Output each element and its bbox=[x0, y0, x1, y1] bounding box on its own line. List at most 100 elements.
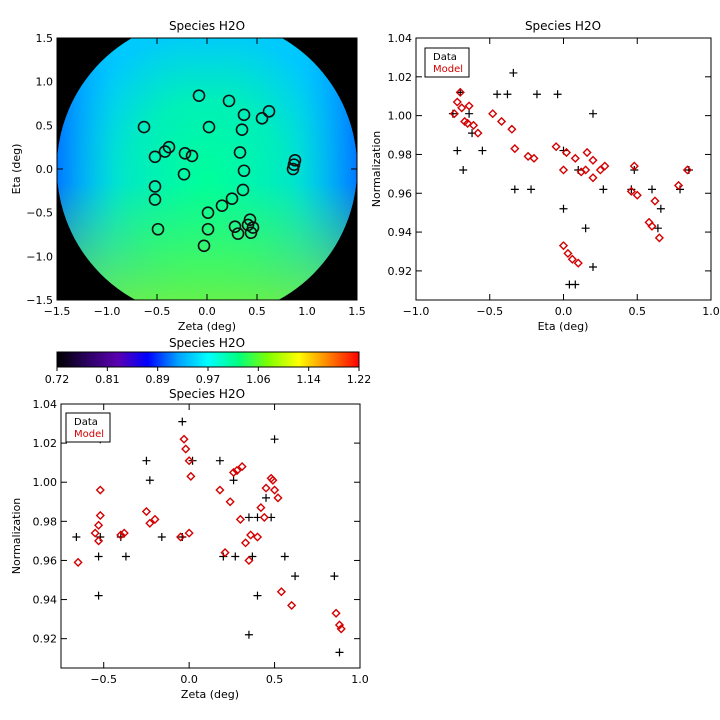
eta-xtick-label: 1.0 bbox=[702, 305, 720, 318]
zeta-model-point bbox=[228, 467, 239, 478]
probe-point-marker bbox=[137, 120, 151, 134]
probe-point-marker bbox=[197, 239, 211, 253]
zeta-model-point bbox=[287, 600, 297, 611]
map-ytick-label: 1.0 bbox=[36, 76, 54, 89]
zeta-data-point bbox=[330, 572, 339, 581]
eta-model-point bbox=[647, 221, 657, 231]
zeta-model-point bbox=[95, 510, 105, 521]
eta-model-point bbox=[473, 128, 483, 138]
eta-model-point bbox=[581, 165, 591, 175]
zeta-ytick-label: 1.02 bbox=[33, 437, 58, 450]
eta-legend: Data Model bbox=[424, 47, 470, 78]
eta-data-point bbox=[532, 90, 541, 99]
zeta-legend-data: Data bbox=[74, 417, 98, 428]
eta-data-point bbox=[656, 204, 665, 213]
zeta-model-point bbox=[256, 503, 266, 513]
probe-point-marker bbox=[286, 162, 300, 176]
probe-point-marker bbox=[233, 146, 247, 159]
zeta-frame bbox=[60, 403, 361, 669]
probe-point-marker bbox=[237, 164, 251, 178]
eta-data-point bbox=[559, 204, 568, 213]
map-xtick-label: −1.5 bbox=[44, 305, 71, 318]
eta-model-point bbox=[567, 254, 577, 264]
zeta-model-point bbox=[261, 483, 271, 493]
zeta-model-point bbox=[268, 475, 278, 485]
zeta-model-point bbox=[119, 528, 129, 538]
colorbar-tick-label: 0.89 bbox=[145, 373, 170, 386]
eta-data-point bbox=[571, 280, 580, 289]
map-ytick-label: −1.0 bbox=[26, 250, 53, 263]
probe-point-marker bbox=[237, 108, 251, 122]
colorbar-tick-label: 0.81 bbox=[95, 373, 120, 386]
probe-point-marker bbox=[255, 112, 269, 125]
zeta-model-point bbox=[95, 485, 105, 495]
eta-data-point bbox=[599, 185, 608, 194]
zeta-data-point bbox=[94, 552, 103, 561]
zeta-ytick-label: 0.98 bbox=[33, 515, 58, 528]
zeta-model-point bbox=[141, 506, 152, 517]
zeta-legend-model: Model bbox=[74, 429, 104, 440]
zeta-data-point bbox=[231, 552, 240, 561]
map-ytick-label: 1.5 bbox=[36, 32, 54, 45]
eta-ytick-label: 0.94 bbox=[388, 226, 413, 239]
eta-model-point bbox=[673, 180, 684, 191]
zeta-model-point bbox=[334, 620, 345, 630]
map-xtick-label: 1.0 bbox=[298, 305, 316, 318]
zeta-xtick-label: 0.0 bbox=[180, 673, 198, 686]
eta-legend-model: Model bbox=[433, 64, 463, 75]
eta-data-point bbox=[478, 146, 487, 155]
eta-xtick-label: 0.0 bbox=[555, 305, 573, 318]
probe-point-marker bbox=[148, 193, 162, 206]
eta-model-point bbox=[468, 120, 479, 130]
zeta-model-point bbox=[336, 624, 346, 634]
zeta-data-point bbox=[215, 456, 224, 465]
zeta-ytick-label: 0.96 bbox=[33, 554, 58, 567]
zeta-model-point bbox=[150, 514, 160, 524]
eta-data-point bbox=[648, 185, 656, 194]
eta-model-point bbox=[588, 173, 598, 183]
eta-model-point bbox=[558, 241, 569, 251]
zeta-model-point bbox=[179, 434, 189, 444]
zeta-model-point bbox=[176, 532, 186, 542]
eta-legend-data: Data bbox=[433, 52, 457, 63]
zeta-model-point bbox=[184, 456, 194, 466]
probe-point-marker bbox=[177, 167, 191, 181]
zeta-data-point bbox=[72, 532, 81, 541]
zeta-model-point bbox=[331, 608, 341, 618]
eta-ytick-label: 0.98 bbox=[388, 148, 413, 161]
eta-model-point bbox=[629, 161, 639, 171]
zeta-data-point bbox=[244, 513, 253, 522]
eta-model-point bbox=[626, 186, 636, 196]
eta-model-point bbox=[563, 248, 573, 259]
eta-ytick-label: 0.96 bbox=[388, 187, 413, 200]
zeta-data-point bbox=[244, 630, 253, 639]
zeta-data-point bbox=[270, 435, 279, 444]
colorbar-tick-label: 1.14 bbox=[296, 373, 321, 386]
probe-point-marker bbox=[202, 120, 216, 134]
colorbar-panel: Species H2O 0.72 0.81 0.89 0.97 1.06 1.14 1.22 bbox=[45, 336, 372, 386]
zeta-data-point bbox=[229, 476, 238, 485]
probe-point-marker bbox=[225, 192, 239, 205]
zeta-model-point bbox=[225, 497, 235, 507]
eta-model-point bbox=[496, 116, 507, 127]
zeta-model-point bbox=[235, 514, 245, 524]
map-xtick-label: −1.0 bbox=[94, 305, 121, 318]
zeta-model-point bbox=[246, 530, 256, 540]
eta-scatter-panel: Species H2O −1.0 −0.5 0.0 0.5 1.0 0.92 0.94 0.9… bbox=[370, 19, 720, 333]
probe-point-marker bbox=[185, 149, 199, 163]
map-xtick-label: −0.5 bbox=[144, 305, 171, 318]
eta-model-point bbox=[570, 153, 580, 163]
zeta-model-point bbox=[93, 520, 104, 530]
eta-data-point bbox=[493, 90, 502, 99]
eta-model-point bbox=[682, 165, 692, 175]
eta-xtick-label: −0.5 bbox=[476, 305, 503, 318]
zeta-model-point bbox=[232, 465, 242, 476]
zeta-data-point bbox=[335, 648, 344, 657]
zeta-model-point bbox=[116, 530, 126, 540]
zeta-model-point bbox=[269, 485, 280, 495]
map-ylabel: Eta (deg) bbox=[10, 144, 23, 195]
eta-ytick-label: 1.04 bbox=[388, 32, 413, 45]
zeta-legend: Data Model bbox=[65, 412, 111, 443]
eta-ylabel: Normalization bbox=[370, 131, 383, 207]
